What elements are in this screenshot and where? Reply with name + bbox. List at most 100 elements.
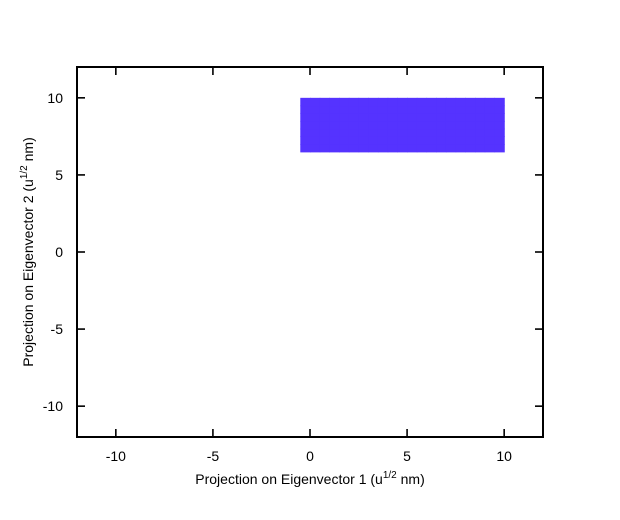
heatmap-cell <box>377 97 389 107</box>
y-tick-label: -5 <box>51 321 64 337</box>
heatmap-cell <box>397 120 408 130</box>
heatmap-cell <box>445 128 457 137</box>
heatmap-cell <box>426 120 437 130</box>
heatmap-cell <box>445 113 457 122</box>
axis-ticks <box>77 67 543 437</box>
heatmap-cell <box>445 144 457 153</box>
heatmap-cell <box>358 97 369 107</box>
heatmap-cell <box>445 105 457 114</box>
heatmap-cell <box>407 136 418 145</box>
heatmap-cell <box>445 120 457 130</box>
heatmap-cell <box>436 97 447 107</box>
heatmap-cell <box>368 120 379 130</box>
heatmap-cell <box>339 136 350 145</box>
y-tick-label: -10 <box>43 398 63 414</box>
heatmap-cell <box>465 113 476 122</box>
heatmap-cell <box>484 120 496 130</box>
heatmap-cell <box>348 120 360 130</box>
heatmap-cell <box>368 128 379 137</box>
y-tick-label: 5 <box>55 167 63 183</box>
heatmap-cell <box>484 113 496 122</box>
heatmap-cell <box>397 128 408 137</box>
heatmap-cell <box>348 105 360 114</box>
heatmap-cell <box>310 105 321 114</box>
heatmap-cell <box>455 113 466 122</box>
heatmap-cell <box>397 136 408 145</box>
heatmap-cell <box>407 144 418 153</box>
heatmap-cell <box>348 136 360 145</box>
heatmap-cell <box>484 128 496 137</box>
heatmap-cell <box>310 128 321 137</box>
y-axis-label-end: nm) <box>20 137 36 165</box>
heatmap-cell <box>368 144 379 153</box>
heatmap-cell <box>377 144 389 153</box>
heatmap-cell <box>339 97 350 107</box>
heatmap-cell <box>484 144 496 153</box>
heatmap-cell <box>368 97 379 107</box>
heatmap-cell <box>455 97 466 107</box>
heatmap-cell <box>445 97 457 107</box>
heatmap-cell <box>339 105 350 114</box>
heatmap-cell <box>319 136 331 145</box>
heatmap-cell <box>310 136 321 145</box>
x-axis-label-sup: 1/2 <box>383 470 397 481</box>
heatmap-cell <box>310 113 321 122</box>
heatmap-cell <box>426 128 437 137</box>
heatmap-cell <box>416 97 428 107</box>
heatmap-cell <box>494 136 505 145</box>
heatmap-cell <box>319 105 331 114</box>
heatmap-cell <box>358 113 369 122</box>
x-tick-label: 10 <box>496 448 512 464</box>
y-tick-label: 0 <box>55 244 63 260</box>
heatmap-cell <box>319 144 331 153</box>
y-axis-label: Projection on Eigenvector 2 (u1/2 nm) <box>19 137 36 366</box>
heatmap-cell <box>455 120 466 130</box>
heatmap-cell <box>426 97 437 107</box>
heatmap-cell <box>377 128 389 137</box>
heatmap-cell <box>436 144 447 153</box>
heatmap-cell <box>300 120 311 130</box>
heatmap-cell <box>387 136 398 145</box>
heatmap-cell <box>387 105 398 114</box>
heatmap-cell <box>436 120 447 130</box>
heatmap-cell <box>494 144 505 153</box>
heatmap-cell <box>407 128 418 137</box>
heatmap-cell <box>358 128 369 137</box>
heatmap-cell <box>387 97 398 107</box>
heatmap-cell <box>475 113 486 122</box>
heatmap-cell <box>465 136 476 145</box>
heatmap-cell <box>348 113 360 122</box>
heatmap-cell <box>319 97 331 107</box>
heatmap-cell <box>377 136 389 145</box>
x-tick-label: 0 <box>306 448 314 464</box>
heatmap-cell <box>475 136 486 145</box>
x-axis-label-end: nm) <box>397 471 425 487</box>
heatmap-cell <box>416 128 428 137</box>
heatmap-cell <box>494 128 505 137</box>
heatmap-cell <box>329 144 340 153</box>
x-axis-label: Projection on Eigenvector 1 (u1/2 nm) <box>195 470 424 487</box>
heatmap-cell <box>465 105 476 114</box>
x-tick-labels: -10 -5 0 5 10 <box>106 448 512 464</box>
heatmap-cell <box>426 144 437 153</box>
heatmap-cell <box>358 120 369 130</box>
heatmap-cell <box>455 128 466 137</box>
heatmap-cell <box>465 144 476 153</box>
heatmap-cell <box>300 97 311 107</box>
heatmap-cell <box>426 113 437 122</box>
heatmap-cell <box>358 136 369 145</box>
heatmap-cell <box>329 120 340 130</box>
heatmap-cell <box>494 113 505 122</box>
heatmap-cell <box>426 136 437 145</box>
y-axis-label-main: Projection on Eigenvector 2 (u <box>20 179 36 367</box>
heatmap-cell <box>329 105 340 114</box>
heatmap-cell <box>358 105 369 114</box>
heatmap-cell <box>368 136 379 145</box>
heatmap-cell <box>436 105 447 114</box>
heatmap-cell <box>465 128 476 137</box>
heatmap-cell <box>329 113 340 122</box>
heatmap-cell <box>300 136 311 145</box>
x-tick-label: -10 <box>106 448 126 464</box>
heatmap-cell <box>300 113 311 122</box>
